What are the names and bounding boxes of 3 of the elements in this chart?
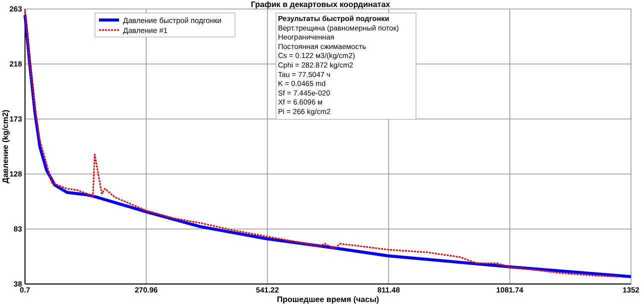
x-axis-title: Прошедшее время (часы) bbox=[276, 295, 380, 304]
chart-title: График в декартовых координатах bbox=[250, 0, 391, 9]
y-axis-title: Давление (kg/cm2) bbox=[1, 109, 10, 184]
